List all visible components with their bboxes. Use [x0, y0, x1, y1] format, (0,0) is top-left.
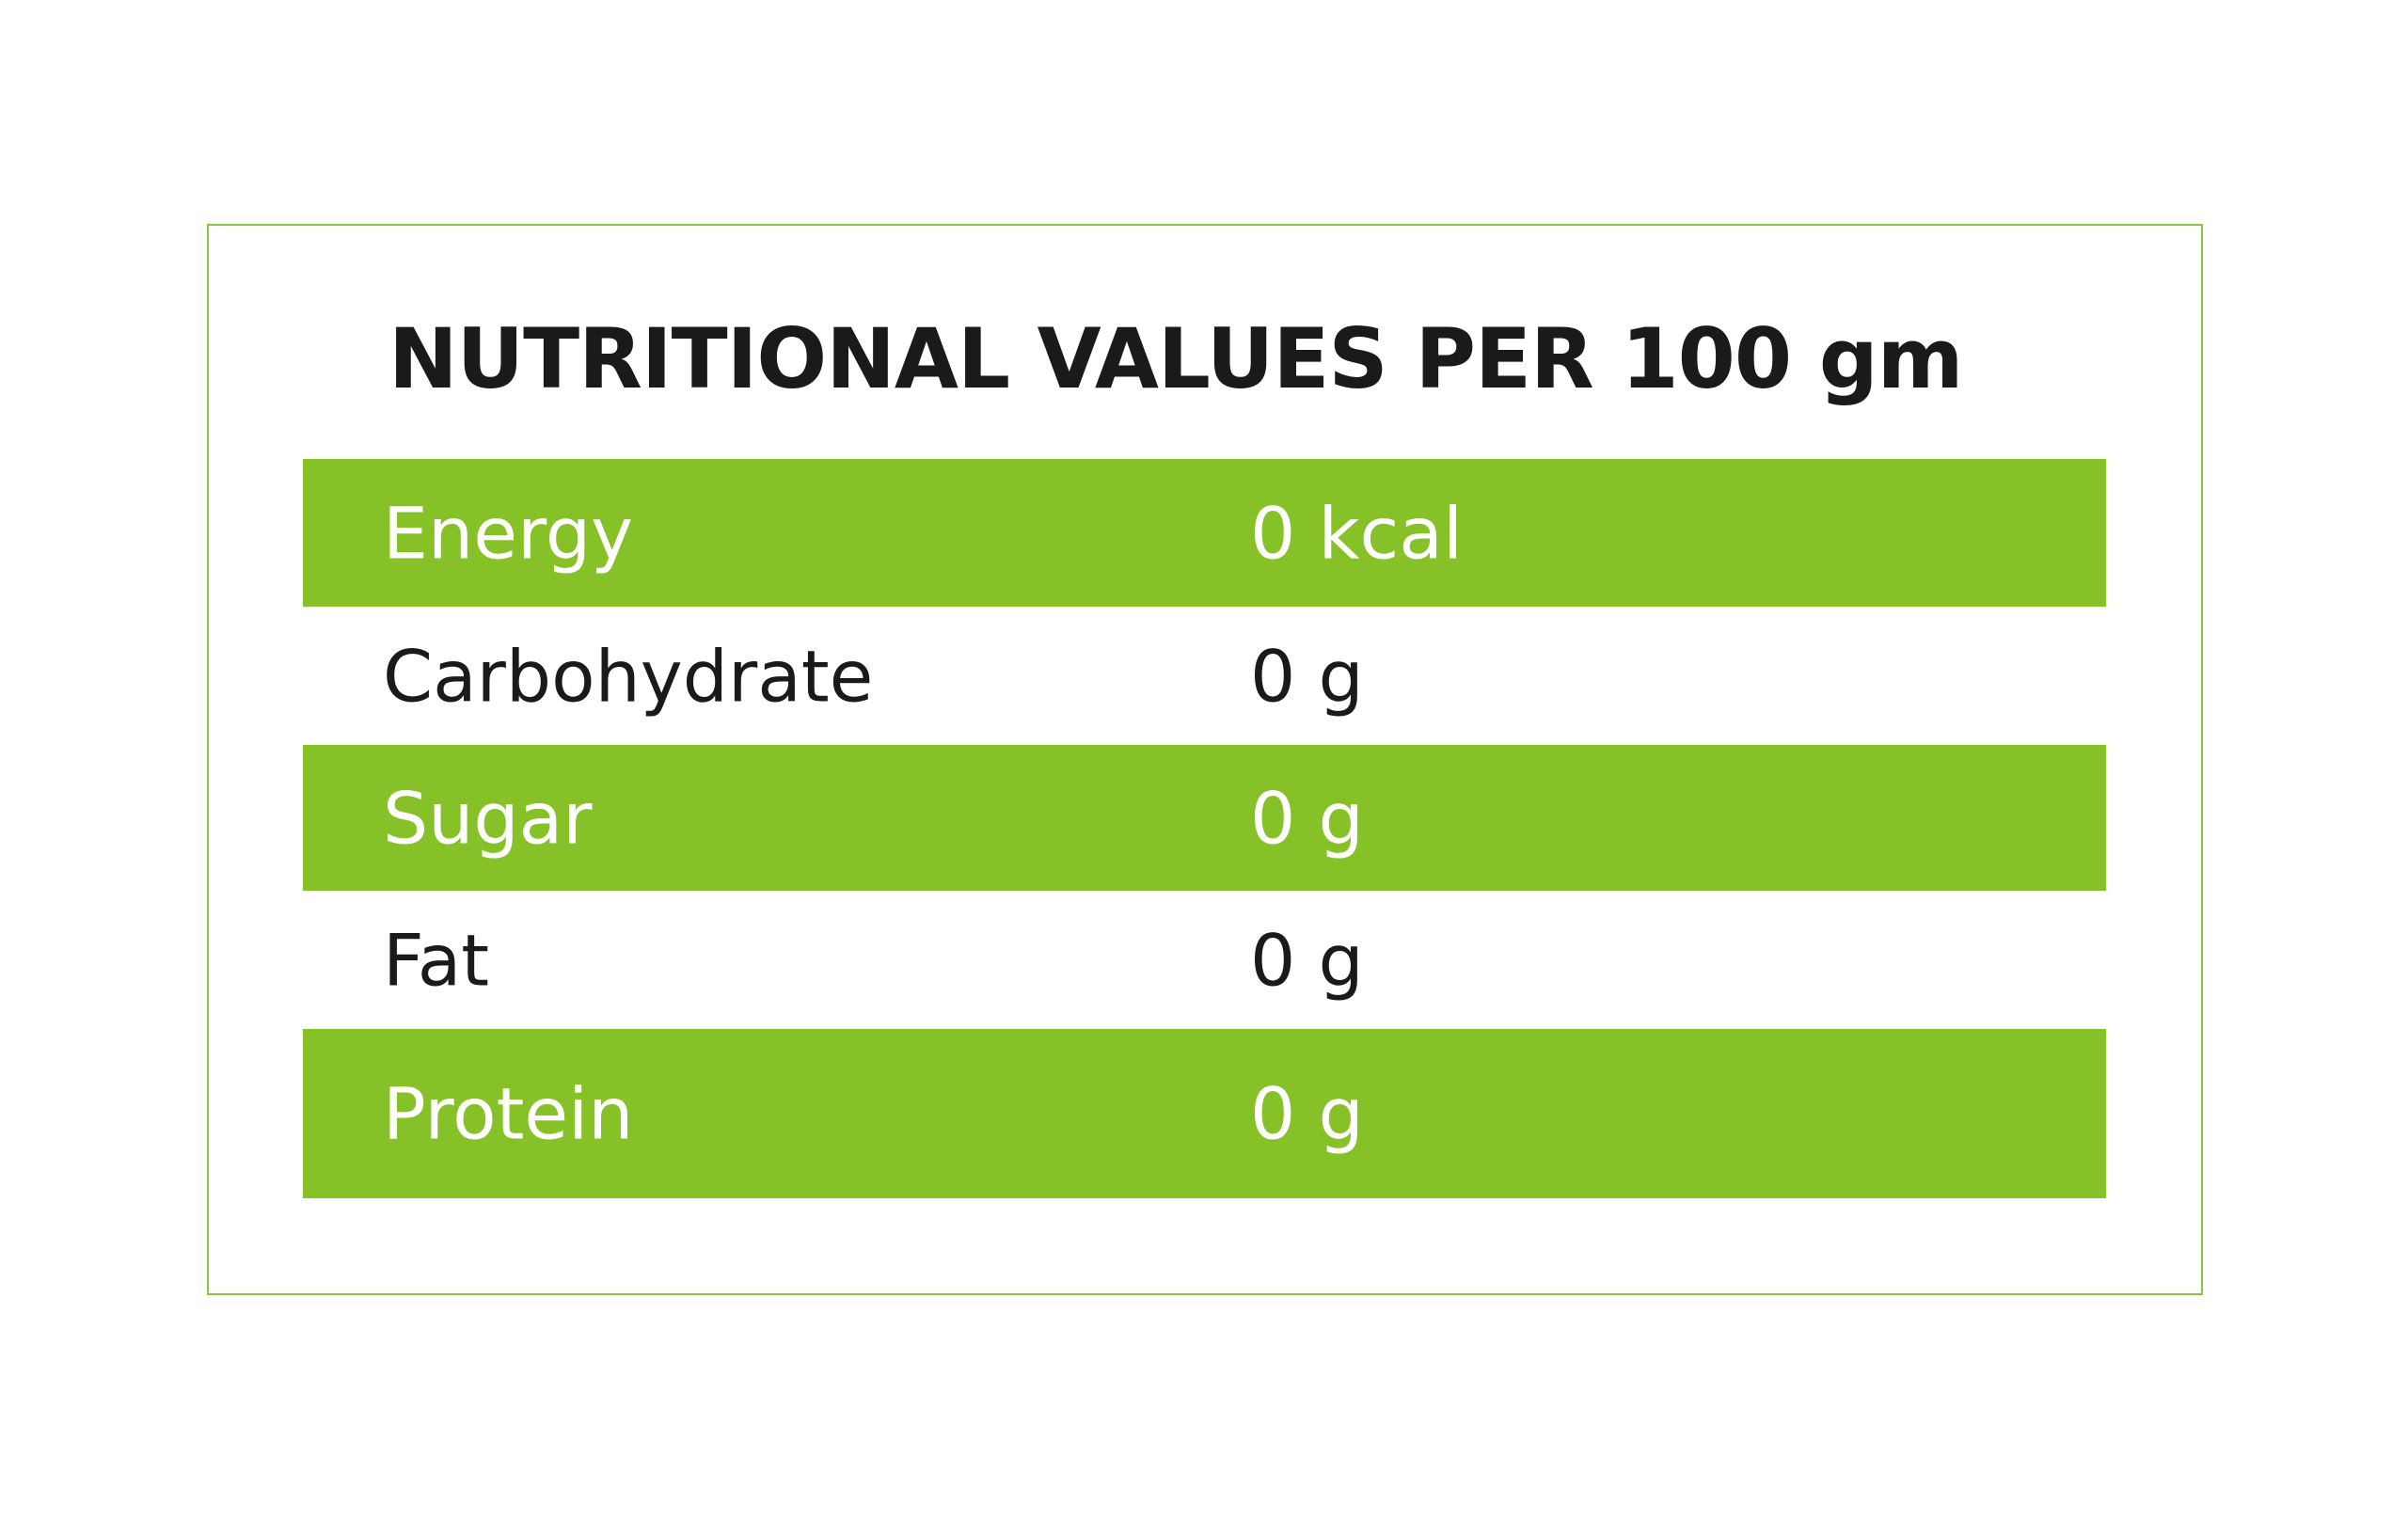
table-row: Fat 0 g: [303, 891, 2106, 1029]
nutrient-name: Carbohydrate: [383, 634, 874, 718]
nutrition-table: Energy 0 kcal Carbohydrate 0 g Sugar 0 g Fat 0 …: [303, 459, 2106, 1198]
table-row: Energy 0 kcal: [303, 459, 2106, 607]
frame: [207, 224, 2203, 1295]
table-row: Sugar 0 g: [303, 745, 2106, 891]
nutrient-value: 0 g: [1250, 1071, 1364, 1156]
table-row: Carbohydrate 0 g: [303, 607, 2106, 745]
title: NUTRITIONAL VALUES PER 100 gm: [388, 310, 1963, 407]
nutrient-value: 0 kcal: [1250, 491, 1463, 575]
nutrient-value: 0 g: [1250, 918, 1364, 1002]
nutrient-value: 0 g: [1250, 634, 1364, 718]
table-row: Protein 0 g: [303, 1029, 2106, 1198]
nutrient-name: Energy: [383, 491, 634, 575]
nutrient-name: Protein: [383, 1071, 634, 1156]
nutrient-name: Fat: [383, 918, 490, 1002]
nutrient-name: Sugar: [383, 776, 593, 860]
nutrient-value: 0 g: [1250, 776, 1364, 860]
